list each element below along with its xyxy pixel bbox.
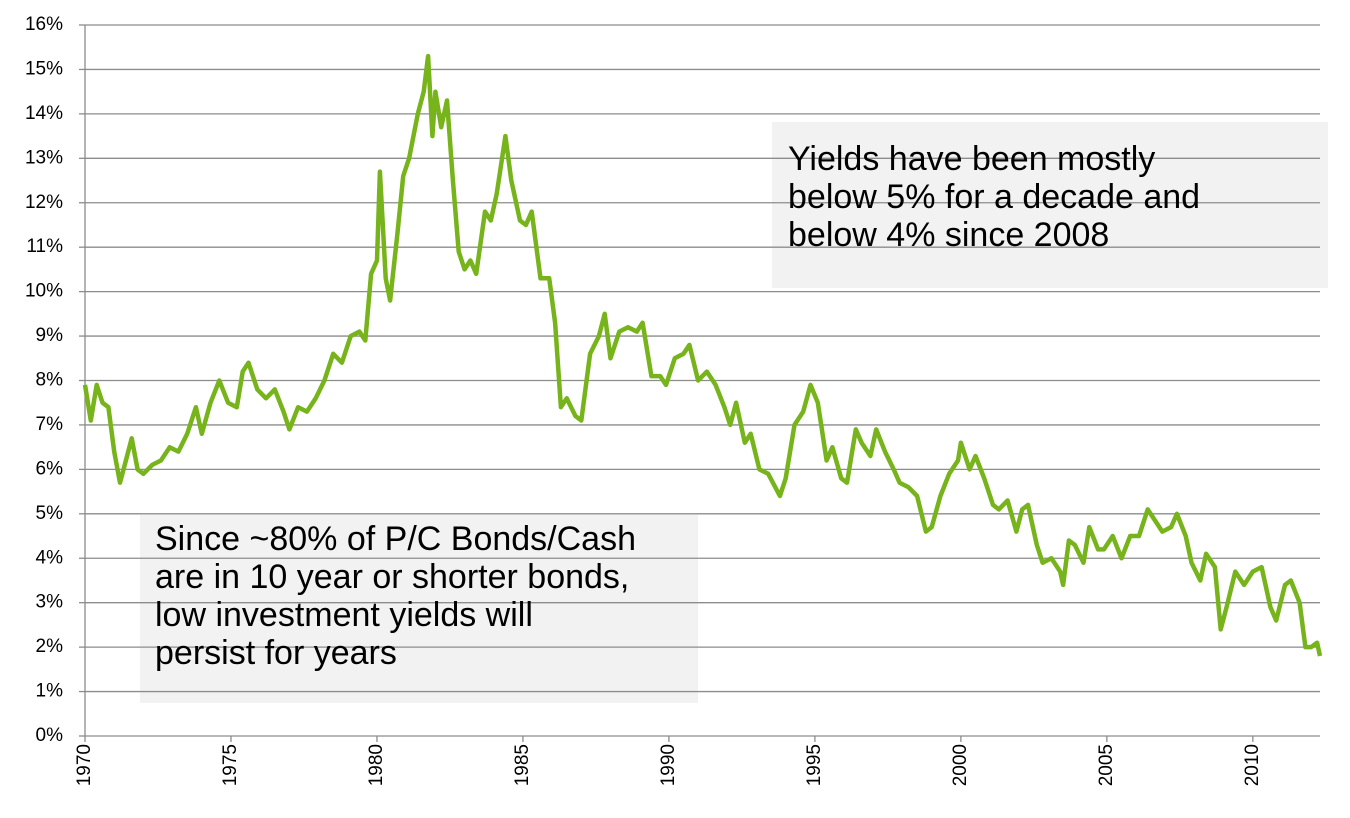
x-tick-label: 2005 (1096, 744, 1117, 786)
x-tick-label: 1980 (366, 744, 387, 786)
y-tick-label: 7% (36, 414, 64, 435)
y-tick-label: 10% (25, 281, 63, 302)
y-tick-label: 12% (25, 192, 63, 213)
y-tick-label: 2% (36, 636, 64, 657)
annotation-text: low investment yields will (155, 596, 533, 634)
x-tick-label: 1975 (220, 744, 241, 786)
y-tick-label: 13% (25, 147, 63, 168)
x-tick-label: 1990 (658, 744, 679, 786)
y-tick-label: 11% (26, 236, 63, 257)
x-tick-label: 1970 (74, 744, 95, 786)
x-tick-label: 2010 (1242, 744, 1263, 786)
x-tick-label: 1985 (512, 744, 533, 786)
x-tick-label: 2000 (950, 744, 971, 786)
annotation-text: below 5% for a decade and (788, 178, 1200, 216)
y-tick-label: 15% (25, 58, 63, 79)
annotation-text: are in 10 year or shorter bonds, (155, 558, 629, 596)
series-line (82, 53, 1323, 657)
annotation-text: persist for years (155, 634, 397, 672)
y-tick-label: 16% (25, 14, 63, 35)
y-tick-label: 14% (25, 103, 63, 124)
y-tick-label: 9% (36, 325, 64, 346)
y-tick-label: 0% (36, 725, 64, 746)
annotation-text: Yields have been mostly (788, 140, 1155, 178)
annotation-text: below 4% since 2008 (788, 216, 1109, 254)
y-tick-label: 8% (36, 370, 64, 391)
x-tick-label: 1995 (804, 744, 825, 786)
annotation-box (772, 122, 1328, 288)
y-tick-label: 4% (36, 547, 64, 568)
annotation-text: Since ~80% of P/C Bonds/Cash (155, 520, 636, 558)
y-tick-label: 6% (36, 458, 64, 479)
y-tick-label: 1% (36, 681, 64, 702)
y-tick-label: 3% (36, 592, 64, 613)
y-tick-label: 5% (36, 503, 64, 524)
annotation-box (140, 515, 698, 703)
